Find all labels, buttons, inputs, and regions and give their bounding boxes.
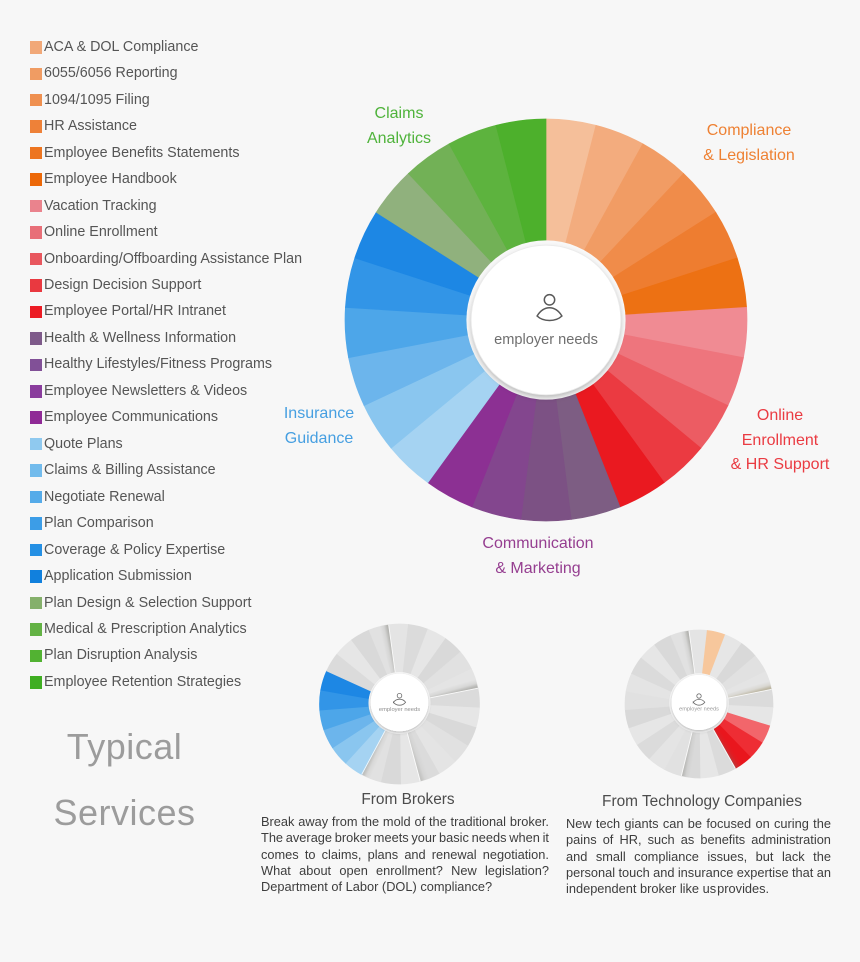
svg-text:employer needs: employer needs — [679, 707, 719, 713]
svg-text:employer needs: employer needs — [379, 707, 420, 713]
